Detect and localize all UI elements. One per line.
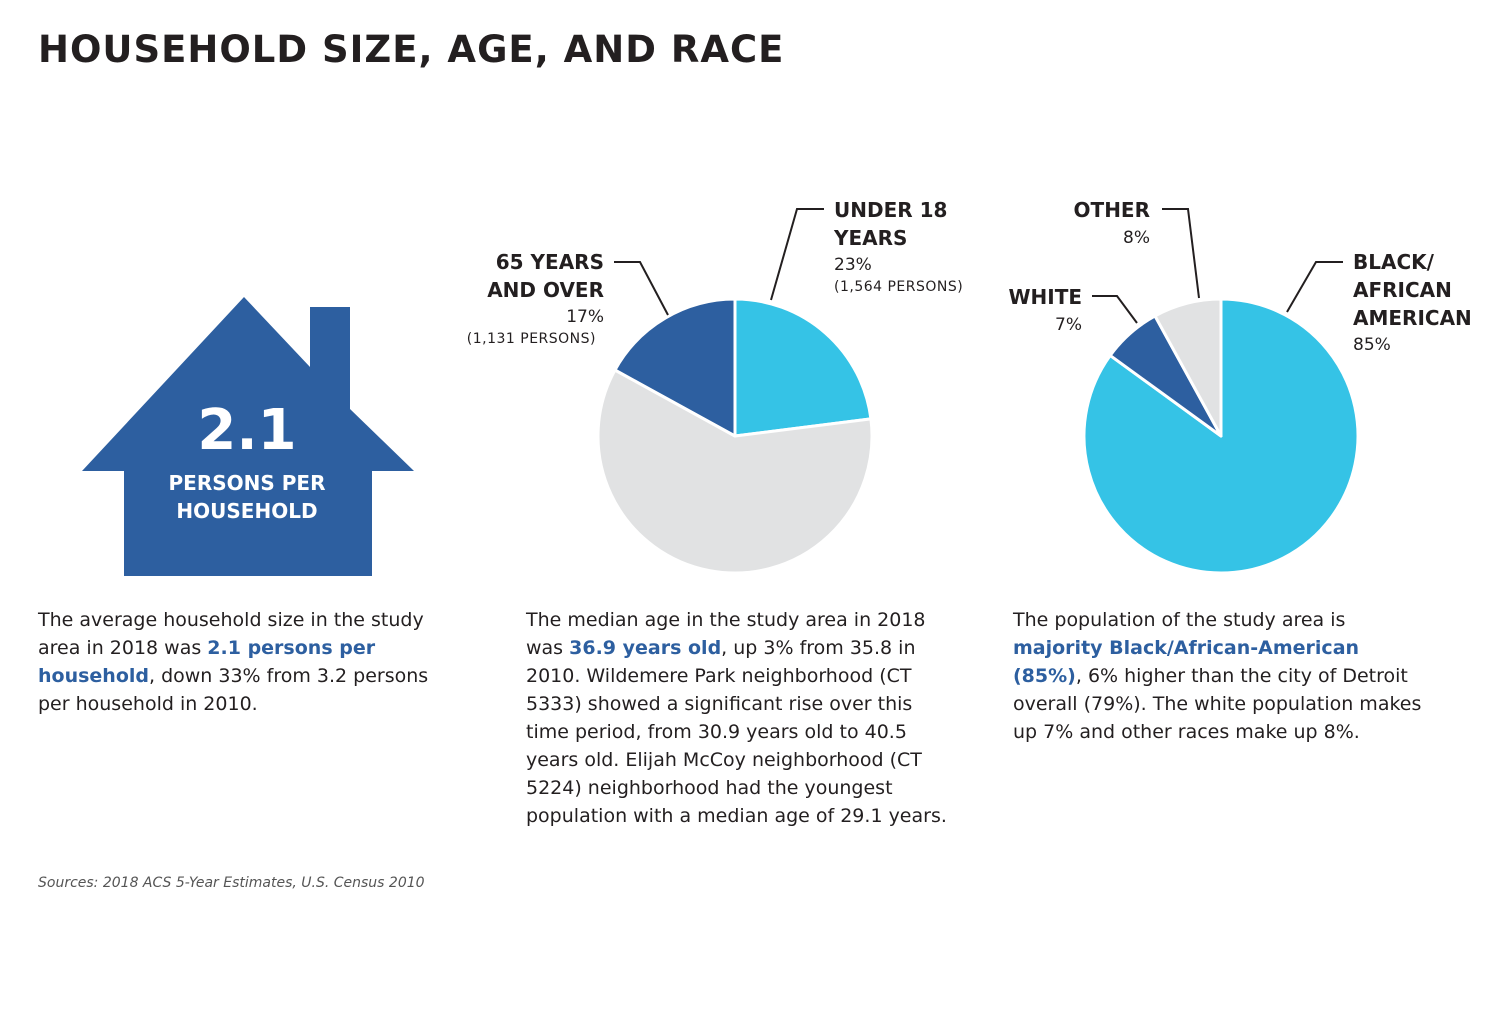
leader-line-white [1092,295,1138,324]
race-label-other: OTHER [1074,198,1150,222]
leader-line-under-18 [770,208,824,301]
household-label-line1: PERSONS PER [168,471,326,495]
race-pie-chart [1082,297,1360,575]
age-label-65-persons: (1,131 PERSONS) [467,331,596,347]
age-label-65-pct: 17% [566,307,604,327]
race-label-white: WHITE [1008,285,1082,309]
race-label-black-pct: 85% [1353,335,1391,355]
age-label-under-18-pct: 23% [834,255,872,275]
race-text-after: , 6% higher than the city of Detroit ove… [1013,665,1422,743]
race-slice-other [1153,297,1223,438]
household-label-line2: HOUSEHOLD [176,499,318,523]
race-label-black-line2: AFRICAN [1353,278,1452,302]
household-description: The average household size in the study … [38,606,458,718]
age-pie-chart [596,297,874,575]
age-label-65-line2: AND OVER [487,278,604,302]
age-description: The median age in the study area in 2018… [526,606,951,830]
leader-line-other [1162,208,1200,299]
age-text-before: The median age in the study area in 2018… [526,609,926,659]
page-title: HOUSEHOLD SIZE, AGE, AND RACE [38,28,785,71]
sources-note: Sources: 2018 ACS 5-Year Estimates, U.S.… [38,875,425,891]
race-label-other-pct: 8% [1123,228,1150,248]
age-text-highlight: 36.9 years old [569,637,722,659]
race-label-white-pct: 7% [1055,315,1082,335]
house-icon [82,297,414,576]
household-size-label: PERSONS PER HOUSEHOLD [80,469,414,525]
leader-line-65-over [614,261,669,316]
age-slice-18-to-64-years [596,368,874,575]
race-text-highlight: majority Black/African-American (85%) [1013,637,1360,687]
household-text-before: The average household size in the study … [38,609,424,659]
age-label-under-18-line2: YEARS [833,226,907,250]
race-text-before: The population of the study area is [1013,609,1346,631]
race-description: The population of the study area is majo… [1013,606,1433,746]
race-label-black-line1: BLACK/ [1353,250,1435,274]
household-size-value: 2.1 [197,398,297,463]
age-label-under-18-line1: UNDER 18 [834,198,947,222]
age-label-under-18-persons: (1,564 PERSONS) [834,279,963,295]
leader-line-black [1286,261,1343,313]
age-slice-65-years-and-over [613,297,737,438]
race-label-black-line3: AMERICAN [1353,306,1472,330]
household-text-highlight: 2.1 persons per household [38,637,376,687]
age-label-65-line1: 65 YEARS [496,250,604,274]
age-slice-under-18-years [733,297,873,438]
household-text-after: , down 33% from 3.2 persons per househol… [38,665,429,715]
age-text-after: , up 3% from 35.8 in 2010. Wildemere Par… [526,637,947,827]
